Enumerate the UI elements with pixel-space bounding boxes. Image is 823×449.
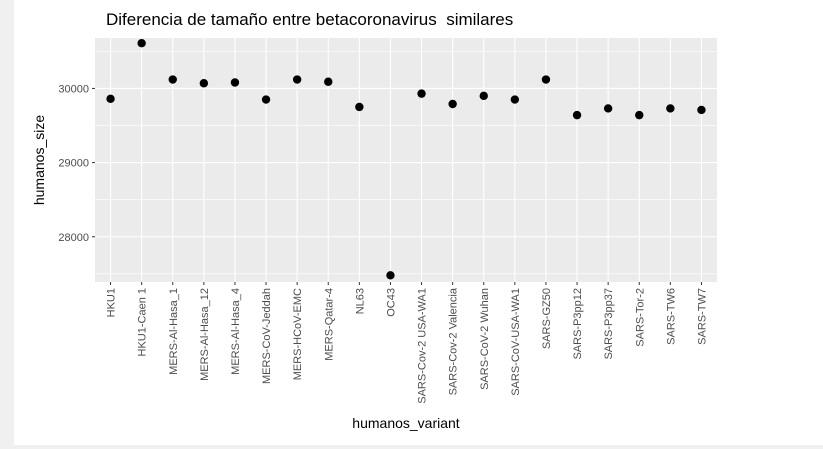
x-tick-label: SARS-P3pp12 [572,288,584,360]
x-tick-label: SARS-CoV-2 Wuhan [479,288,491,390]
plot-panel [95,38,717,282]
x-tick-label: HKU1 [106,288,118,317]
x-tick-label: SARS-CoV-USA-WA1 [510,288,522,396]
x-tick-label: MERS-Al-Hasa_4 [230,288,242,375]
data-point [137,38,146,48]
scatter-plot: 28000 29000 30000 HKU1 HKU1-Caen 1 MERS-Al-Ha… [31,38,717,431]
data-point [510,95,520,104]
data-point [199,79,209,88]
x-tick-label: MERS-Al-Hasa_12 [199,288,211,381]
x-tick-label: SARS-TW6 [665,288,677,345]
data-point [541,75,551,84]
x-tick-label: SARS-P3pp37 [603,288,615,360]
data-point [355,102,364,112]
x-tick-label: SARS-Cov-2 USA-WA1 [417,288,429,404]
y-tick-label: 29000 [58,158,89,170]
x-tick-label: MERS-Al-Hasa_1 [168,288,180,375]
data-point [292,75,302,84]
x-tick-label: MERS-HCoV-EMC [292,288,304,380]
data-point [666,104,675,113]
data-point [697,105,706,115]
data-point [230,78,240,87]
x-tick-label: SARS-TW7 [696,288,708,345]
x-tick-label: SARS-Tor-2 [634,288,646,347]
y-axis-title: humanos_size [31,115,47,205]
data-point [106,94,115,104]
data-point [572,110,582,120]
data-point [479,91,488,101]
data-point [603,104,613,113]
data-point [386,271,395,280]
data-point [448,99,457,109]
data-point [417,89,426,98]
x-tick-label: SARS-GZ50 [541,288,553,349]
y-tick-label: 28000 [58,232,89,244]
x-tick-label: HKU1-Caen 1 [137,288,149,356]
data-point [324,77,333,86]
x-tick-label: MERS-CoV-Jeddah [261,288,273,384]
data-point [635,110,644,120]
data-point [168,75,177,84]
chart-figure: Diferencia de tamaño entre betacoronavir… [14,0,823,445]
x-tick-label: SARS-Cov-2 Valencia [448,287,460,395]
x-tick-label: MERS-Qatar-4 [323,288,335,361]
x-tick-label: NL63 [354,288,366,314]
x-axis-title: humanos_variant [352,415,460,431]
chart-title: Diferencia de tamaño entre betacoronavir… [106,10,514,29]
x-tick-label: OC43 [385,288,397,317]
data-point [261,95,271,104]
y-tick-label: 30000 [58,83,89,95]
